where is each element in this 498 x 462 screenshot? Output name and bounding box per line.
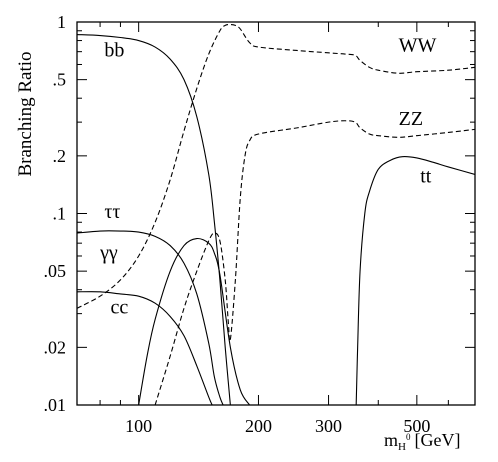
series-line-series: [138, 237, 251, 405]
y-tick-label: .05: [44, 261, 67, 281]
y-tick-label: 1: [57, 12, 66, 32]
x-tick-label: 200: [245, 416, 272, 436]
series-line-cc: [77, 291, 213, 405]
curve-label: ττ: [104, 201, 120, 223]
y-tick-label: .5: [53, 70, 67, 90]
y-tick-label: .1: [53, 204, 67, 224]
series-line-ww: [77, 23, 475, 309]
y-axis-label: Branching Ratio: [15, 51, 36, 176]
tick-labels: 100 200 300 500 .01 .02 .05 .1 .2 .5 1: [44, 12, 431, 436]
x-axis-label: mH0 [GeV]: [384, 430, 460, 453]
x-tick-label: 100: [125, 416, 152, 436]
x-axis-label-unit: [GeV]: [414, 430, 460, 450]
axis-ticks: [76, 21, 476, 406]
y-tick-label: .2: [53, 146, 67, 166]
y-tick-label: .01: [44, 395, 67, 415]
curve-labels: bb WW ZZ tt ττ γγ cc: [99, 35, 436, 319]
series-line-tt: [355, 156, 475, 405]
x-tick-label: 300: [315, 416, 342, 436]
curve-label: γγ: [99, 242, 118, 264]
x-axis-label-main: m: [384, 430, 398, 450]
x-axis-label-sub: H: [398, 441, 406, 453]
x-axis-label-sup: 0: [406, 432, 411, 442]
x-tick-label: 500: [403, 416, 430, 436]
curve-label: bb: [104, 40, 124, 62]
series-line-series: [77, 230, 224, 405]
series-line-bb: [77, 33, 231, 405]
plot-frame: [76, 21, 476, 406]
curve-label: ZZ: [399, 108, 423, 130]
curve-label: tt: [420, 166, 432, 188]
curve-label: cc: [111, 297, 129, 319]
curves-group: [77, 23, 475, 405]
series-line-zz: [154, 120, 475, 405]
curve-label: WW: [399, 35, 437, 57]
y-tick-label: .02: [44, 337, 67, 357]
